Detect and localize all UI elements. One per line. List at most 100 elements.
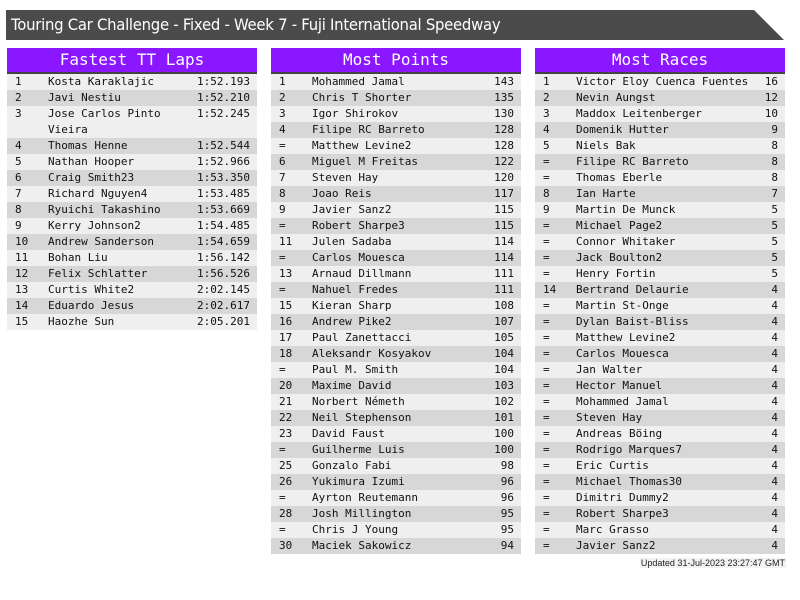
table-row: 11 Bohan Liu 1:56.142 (7, 250, 257, 266)
value-cell: 10 (764, 107, 778, 120)
rank-cell: = (543, 443, 550, 456)
name-cell: Filipe RC Barreto (576, 155, 689, 168)
rank-cell: = (279, 251, 286, 264)
table-row: = Martin St-Onge 4 (535, 298, 785, 314)
rank-cell: 6 (15, 171, 22, 184)
table-row: 4 Domenik Hutter 9 (535, 122, 785, 138)
table-row: 21 Norbert Németh 102 (271, 394, 521, 410)
name-cell: Eric Curtis (576, 459, 649, 472)
rank-cell: 4 (279, 123, 286, 136)
value-cell: 115 (494, 203, 514, 216)
table-row: 4 Thomas Henne 1:52.544 (7, 138, 257, 154)
rank-cell: = (543, 219, 550, 232)
name-cell: Josh Millington (312, 507, 412, 520)
name-cell: Kieran Sharp (312, 299, 392, 312)
rank-cell: 16 (279, 315, 293, 328)
rank-cell: 11 (279, 235, 293, 248)
name-cell: Yukimura Izumi (312, 475, 405, 488)
name-cell: Paul Zanettacci (312, 331, 412, 344)
table-row: = Filipe RC Barreto 8 (535, 154, 785, 170)
table-row: 11 Julen Sadaba 114 (271, 234, 521, 250)
table-row: 1 Kosta Karaklajic 1:52.193 (7, 74, 257, 90)
name-cell: Marc Grasso (576, 523, 649, 536)
table-row: = Thomas Eberle 8 (535, 170, 785, 186)
rank-cell: = (543, 155, 550, 168)
value-cell: 115 (494, 219, 514, 232)
most-races-panel: Most Races 1 Victor Eloy Cuenca Fuentes 16… (535, 48, 785, 554)
rank-cell: 8 (279, 187, 286, 200)
value-cell: 95 (500, 523, 514, 536)
value-cell: 8 (771, 155, 778, 168)
value-cell: 2:02.617 (197, 299, 250, 312)
name-cell: Andrew Sanderson (48, 235, 154, 248)
rank-cell: 15 (15, 315, 29, 328)
value-cell: 7 (771, 187, 778, 200)
rank-cell: 17 (279, 331, 293, 344)
name-cell: Nathan Hooper (48, 155, 135, 168)
name-cell: Maddox Leitenberger (576, 107, 702, 120)
name-cell: Javi Nestiu (48, 91, 121, 104)
table-row: 14 Eduardo Jesus 2:02.617 (7, 298, 257, 314)
rank-cell: = (543, 523, 550, 536)
value-cell: 108 (494, 299, 514, 312)
rank-cell: = (279, 491, 286, 504)
name-cell: Julen Sadaba (312, 235, 392, 248)
name-cell: Nahuel Fredes (312, 283, 399, 296)
rank-cell: 5 (15, 155, 22, 168)
value-cell: 95 (500, 507, 514, 520)
name-cell: Eduardo Jesus (48, 299, 135, 312)
value-cell: 101 (494, 411, 514, 424)
value-cell: 114 (494, 235, 514, 248)
table-row: 30 Maciek Sakowicz 94 (271, 538, 521, 554)
fastest-laps-list: 1 Kosta Karaklajic 1:52.193 2 Javi Nestiu 1:5… (7, 74, 257, 330)
table-row: 16 Andrew Pike2 107 (271, 314, 521, 330)
rank-cell: = (543, 411, 550, 424)
table-row: 25 Gonzalo Fabi 98 (271, 458, 521, 474)
table-row: 22 Neil Stephenson 101 (271, 410, 521, 426)
rank-cell: = (279, 139, 286, 152)
table-row: 6 Miguel M Freitas 122 (271, 154, 521, 170)
value-cell: 114 (494, 251, 514, 264)
table-row: = Andreas Böing 4 (535, 426, 785, 442)
value-cell: 105 (494, 331, 514, 344)
rank-cell: = (279, 523, 286, 536)
value-cell: 2:02.145 (197, 283, 250, 296)
name-cell: Martin De Munck (576, 203, 676, 216)
rank-cell: 6 (279, 155, 286, 168)
rank-cell: 12 (15, 267, 29, 280)
value-cell: 5 (771, 267, 778, 280)
table-row: = Jack Boulton2 5 (535, 250, 785, 266)
table-row: 18 Aleksandr Kosyakov 104 (271, 346, 521, 362)
table-row: = Rodrigo Marques7 4 (535, 442, 785, 458)
table-row: = Guilherme Luis 100 (271, 442, 521, 458)
value-cell: 5 (771, 203, 778, 216)
name-cell: Victor Eloy Cuenca Fuentes (576, 75, 749, 88)
rank-cell: 9 (543, 203, 550, 216)
value-cell: 9 (771, 123, 778, 136)
value-cell: 2:05.201 (197, 315, 250, 328)
name-cell: Martin St-Onge (576, 299, 669, 312)
fastest-laps-panel: Fastest TT Laps 1 Kosta Karaklajic 1:52.19… (7, 48, 257, 330)
title-bar: Touring Car Challenge - Fixed - Week 7 -… (6, 10, 784, 40)
name-cell: Mohammed Jamal (576, 395, 669, 408)
panel-heading: Most Races (535, 48, 785, 74)
table-row: 23 David Faust 100 (271, 426, 521, 442)
name-cell: Connor Whitaker (576, 235, 676, 248)
rank-cell: 20 (279, 379, 293, 392)
name-cell: Paul M. Smith (312, 363, 399, 376)
rank-cell: 1 (279, 75, 286, 88)
name-cell: Thomas Henne (48, 139, 128, 152)
name-cell: Robert Sharpe3 (576, 507, 669, 520)
rank-cell: = (543, 427, 550, 440)
name-cell: Neil Stephenson (312, 411, 412, 424)
value-cell: 96 (500, 475, 514, 488)
name-cell: Chris T Shorter (312, 91, 412, 104)
table-row: = Javier Sanz2 4 (535, 538, 785, 554)
name-cell: David Faust (312, 427, 385, 440)
table-row: = Carlos Mouesca 114 (271, 250, 521, 266)
most-points-panel: Most Points 1 Mohammed Jamal 143 2 Chris T S… (271, 48, 521, 554)
name-cell: Jose Carlos Pinto Vieira (48, 107, 161, 136)
rank-cell: 5 (543, 139, 550, 152)
table-row: 26 Yukimura Izumi 96 (271, 474, 521, 490)
rank-cell: 2 (15, 91, 22, 104)
